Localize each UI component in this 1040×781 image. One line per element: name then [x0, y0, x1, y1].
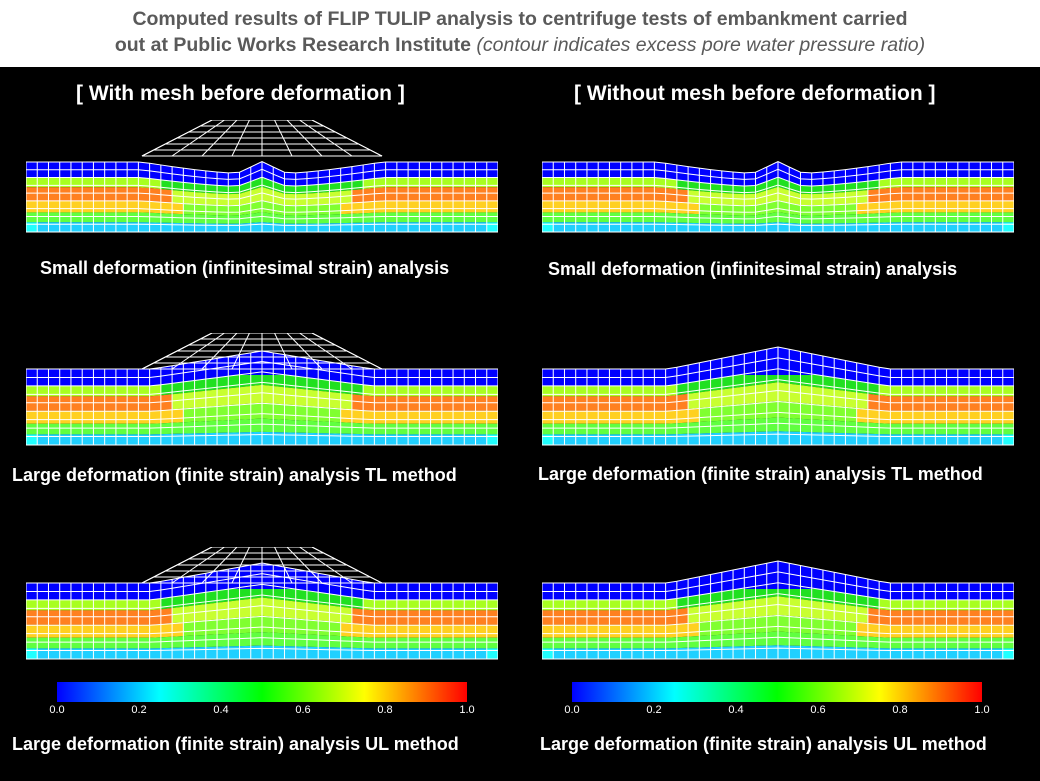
- colorbar-tick-label: 0.4: [213, 704, 229, 716]
- colorbar-tick-label: 0.0: [564, 704, 580, 716]
- contour-mesh-small-deformation-without-mesh: [542, 160, 1014, 233]
- caption-left-ul-method: Large deformation (finite strain) analys…: [12, 734, 459, 754]
- caption-right-ul-method: Large deformation (finite strain) analys…: [540, 734, 987, 754]
- colorbar-tick-label: 0.2: [646, 704, 662, 716]
- colorbar-tick-label: 0.0: [49, 704, 65, 716]
- figure-title: Computed results of FLIP TULIP analysis …: [0, 6, 1040, 58]
- header-with-mesh: [ With mesh before deformation ]: [76, 82, 405, 105]
- caption-left-tl-method: Large deformation (finite strain) analys…: [12, 465, 457, 485]
- colorbar-tick-label: 0.8: [377, 704, 393, 716]
- caption-right-tl-method: Large deformation (finite strain) analys…: [538, 464, 983, 484]
- results-panel: [ With mesh before deformation ] [ Witho…: [0, 67, 1040, 781]
- colorbar-tick-label: 1.0: [974, 704, 990, 716]
- colorbar-tick-label: 0.6: [810, 704, 826, 716]
- contour-mesh-tl-method-without-mesh: [542, 346, 1014, 446]
- title-line-2-italic: (contour indicates excess pore water pre…: [476, 34, 926, 56]
- contour-mesh-tl-method-with-mesh: [26, 333, 498, 446]
- title-line-2-main: out at Public Works Research Institute: [114, 34, 477, 56]
- colorbar-tick-label: 0.4: [728, 704, 744, 716]
- header-without-mesh: [ Without mesh before deformation ]: [574, 82, 936, 105]
- title-line-1: Computed results of FLIP TULIP analysis …: [132, 8, 908, 30]
- colorbar-tick-label: 0.6: [295, 704, 311, 716]
- colorbar-right: [572, 682, 982, 702]
- contour-mesh-small-deformation-with-mesh: [26, 120, 498, 233]
- colorbar-right-ticks: 0.0 0.2 0.4 0.6 0.8 1.0: [564, 704, 989, 718]
- colorbar-tick-label: 0.2: [131, 704, 147, 716]
- colorbar-left: [57, 682, 467, 702]
- colorbar-left-ticks: 0.0 0.2 0.4 0.6 0.8 1.0: [49, 704, 474, 718]
- caption-right-small-deformation: Small deformation (infinitesimal strain)…: [548, 259, 958, 279]
- caption-left-small-deformation: Small deformation (infinitesimal strain)…: [40, 258, 450, 278]
- contour-mesh-ul-method-without-mesh: [542, 560, 1014, 660]
- colorbar-tick-label: 0.8: [892, 704, 908, 716]
- contour-mesh-ul-method-with-mesh: [26, 547, 498, 660]
- title-line-2: out at Public Works Research Institute (…: [0, 32, 1040, 58]
- colorbar-tick-label: 1.0: [459, 704, 475, 716]
